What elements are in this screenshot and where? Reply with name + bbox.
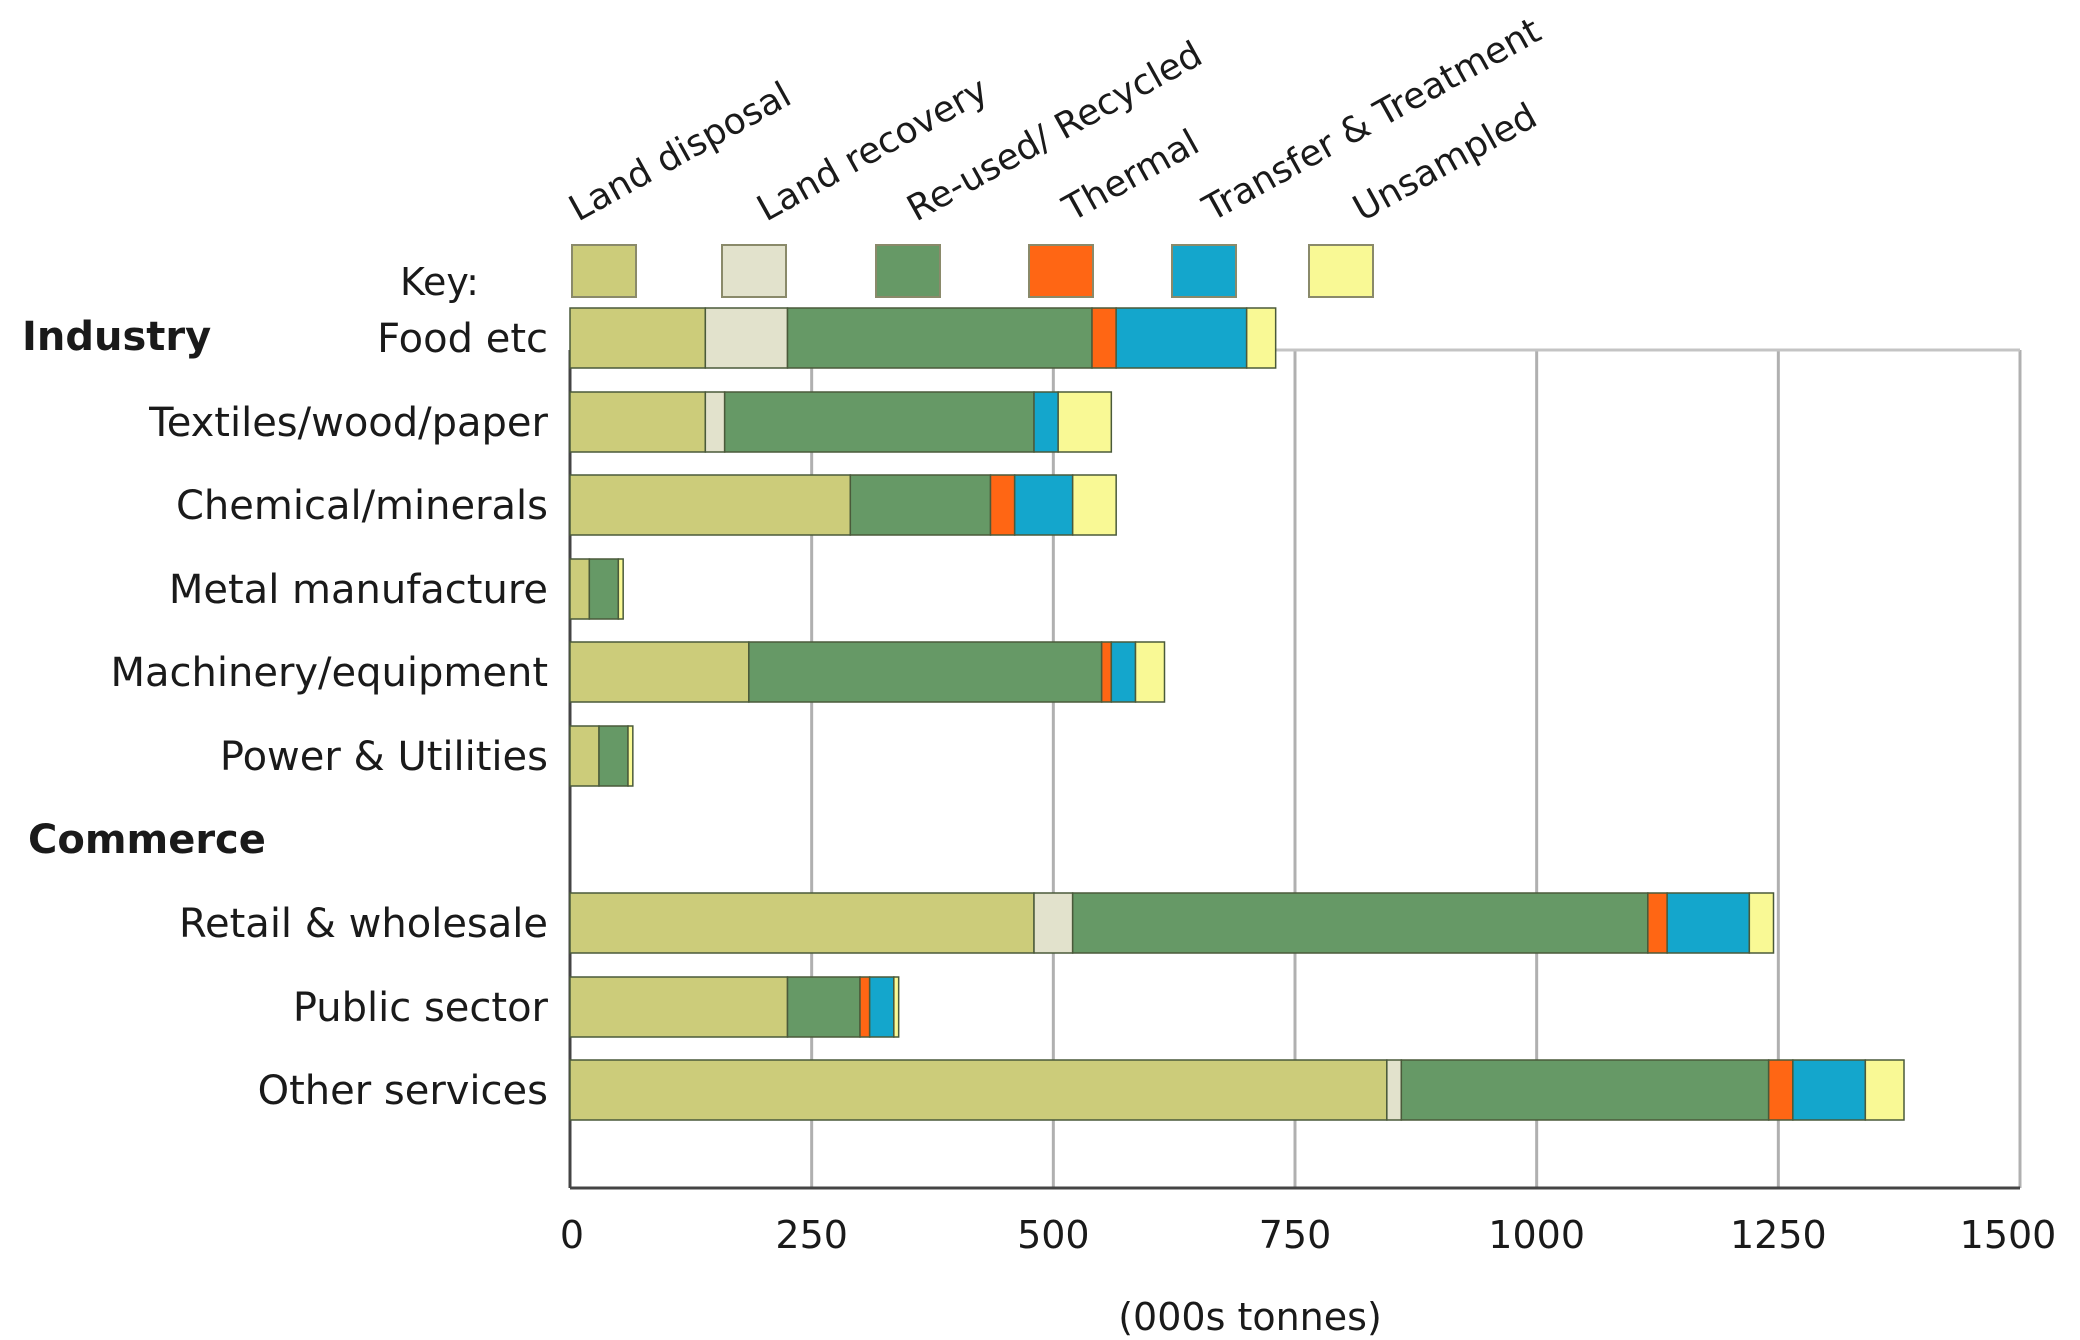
bar-public-sector-thermal [859, 976, 871, 1038]
category-label-public-sector: Public sector [293, 985, 549, 1031]
bar-retail-wholesale-land-recovery [1033, 892, 1074, 954]
group-label-industry: Industry [22, 314, 211, 360]
bar-retail-wholesale-thermal [1647, 892, 1668, 954]
bar-public-sector-unsampled [893, 976, 900, 1038]
category-label-chemical-minerals: Chemical/minerals [176, 483, 548, 529]
legend-swatch-land-disposal [571, 244, 637, 298]
bar-other-services-transfer-treatment [1792, 1059, 1867, 1121]
x-tick-label: 1500 [1960, 1213, 2057, 1257]
bar-machinery-equipment-land-disposal [569, 641, 750, 703]
x-tick-label: 1250 [1730, 1213, 1827, 1257]
category-label-metal-manufacture: Metal manufacture [169, 567, 548, 613]
bar-other-services-land-recovery [1386, 1059, 1403, 1121]
bar-power-utilities-land-disposal [569, 725, 600, 787]
category-label-other-services: Other services [258, 1068, 548, 1114]
bar-food-etc-re-used-recycled [786, 307, 1093, 369]
category-label-textiles-wood-paper: Textiles/wood/paper [148, 400, 548, 446]
category-label-food-etc: Food etc [377, 316, 548, 362]
bar-textiles-wood-paper-land-recovery [704, 391, 726, 453]
bar-power-utilities-re-used-recycled [598, 725, 629, 787]
x-tick-label: 500 [1017, 1213, 1090, 1257]
bar-other-services-re-used-recycled [1400, 1059, 1770, 1121]
bar-retail-wholesale-unsampled [1748, 892, 1775, 954]
group-label-commerce: Commerce [28, 817, 266, 863]
bar-chemical-minerals-re-used-recycled [849, 474, 992, 536]
bar-metal-manufacture-unsampled [617, 558, 624, 620]
bar-public-sector-transfer-treatment [868, 976, 895, 1038]
legend-swatch-thermal [1028, 244, 1094, 298]
bar-chemical-minerals-unsampled [1071, 474, 1117, 536]
bar-food-etc-land-disposal [569, 307, 707, 369]
legend-key-label: Key: [400, 260, 479, 304]
bar-food-etc-land-recovery [704, 307, 789, 369]
bar-public-sector-land-disposal [569, 976, 789, 1038]
bar-chemical-minerals-land-disposal [569, 474, 852, 536]
bar-other-services-land-disposal [569, 1059, 1388, 1121]
bar-metal-manufacture-land-disposal [569, 558, 591, 620]
bar-textiles-wood-paper-unsampled [1057, 391, 1113, 453]
bar-metal-manufacture-re-used-recycled [588, 558, 620, 620]
legend-swatch-land-recovery [721, 244, 787, 298]
bars [569, 307, 1905, 1121]
bar-retail-wholesale-re-used-recycled [1071, 892, 1649, 954]
bar-chemical-minerals-transfer-treatment [1013, 474, 1074, 536]
category-label-power-utilities: Power & Utilities [220, 734, 548, 780]
bar-public-sector-re-used-recycled [786, 976, 861, 1038]
category-label-retail-wholesale: Retail & wholesale [179, 901, 548, 947]
legend-swatch-unsampled [1308, 244, 1374, 298]
bar-machinery-equipment-unsampled [1134, 641, 1166, 703]
legend-swatch-re-used-recycled [875, 244, 941, 298]
x-tick-label: 0 [560, 1213, 584, 1257]
bar-machinery-equipment-thermal [1100, 641, 1113, 703]
category-labels: Industry Food etc Textiles/wood/paper Chemi… [22, 314, 549, 1114]
bar-food-etc-unsampled [1245, 307, 1277, 369]
bar-textiles-wood-paper-re-used-recycled [723, 391, 1035, 453]
bar-retail-wholesale-transfer-treatment [1666, 892, 1751, 954]
bar-other-services-unsampled [1864, 1059, 1905, 1121]
category-label-machinery-equipment: Machinery/equipment [111, 650, 549, 696]
bar-retail-wholesale-land-disposal [569, 892, 1035, 954]
x-tick-label: 1000 [1488, 1213, 1585, 1257]
bar-power-utilities-unsampled [627, 725, 634, 787]
bar-food-etc-thermal [1091, 307, 1117, 369]
bar-food-etc-transfer-treatment [1115, 307, 1248, 369]
x-tick-label: 750 [1259, 1213, 1332, 1257]
bar-other-services-thermal [1767, 1059, 1794, 1121]
bar-machinery-equipment-transfer-treatment [1110, 641, 1137, 703]
x-axis-label: (000s tonnes) [1118, 1295, 1382, 1339]
bar-machinery-equipment-re-used-recycled [748, 641, 1103, 703]
legend-swatch-transfer-treatment [1171, 244, 1237, 298]
x-axis-ticks: 0 250 500 750 1000 1250 1500 [560, 1213, 2056, 1257]
bar-chemical-minerals-thermal [989, 474, 1016, 536]
x-tick-label: 250 [775, 1213, 848, 1257]
bar-textiles-wood-paper-transfer-treatment [1033, 391, 1059, 453]
bar-textiles-wood-paper-land-disposal [569, 391, 707, 453]
